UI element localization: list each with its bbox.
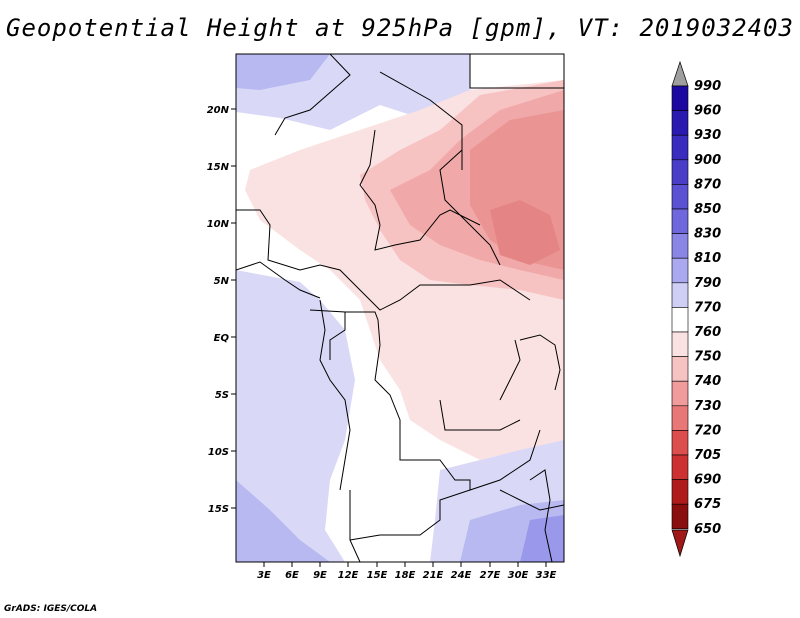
colorbar-label: 705 xyxy=(694,448,721,463)
map-frame xyxy=(235,53,565,563)
lon-label-30e: 30E xyxy=(508,570,529,581)
lat-label-5n: 5N xyxy=(214,276,230,287)
colorbar-segment xyxy=(671,307,689,333)
colorbar-segment xyxy=(671,405,689,431)
lon-label-21e: 21E xyxy=(423,570,444,581)
latitude-axis: 20N 15N 10N 5N EQ 5S 10S 15S xyxy=(207,105,236,515)
colorbar-segment xyxy=(671,208,689,234)
colorbar-label: 760 xyxy=(694,325,721,340)
lat-label-eq: EQ xyxy=(214,333,230,344)
colorbar-segment xyxy=(671,331,689,357)
colorbar-segment xyxy=(671,257,689,284)
height-field xyxy=(236,54,564,562)
lon-label-33e: 33E xyxy=(536,570,557,581)
colorbar-segment xyxy=(671,356,689,382)
colorbar-segment xyxy=(671,430,689,456)
lat-label-10n: 10N xyxy=(207,219,230,230)
colorbar-label: 675 xyxy=(694,497,721,512)
colorbar-label: 930 xyxy=(694,128,721,143)
lon-label-24e: 24E xyxy=(451,570,472,581)
colorbar-bottom-arrow xyxy=(671,529,689,558)
lon-label-9e: 9E xyxy=(313,570,327,581)
colorbar-segment xyxy=(671,380,689,407)
colorbar-segment xyxy=(671,184,689,210)
lat-label-5s: 5S xyxy=(215,390,229,401)
grads-credit: GrADS: IGES/COLA xyxy=(4,604,98,614)
lat-label-15s: 15S xyxy=(208,504,229,515)
colorbar-label: 770 xyxy=(694,300,721,315)
lon-label-15e: 15E xyxy=(367,570,388,581)
lon-label-27e: 27E xyxy=(480,570,501,581)
colorbar-label: 810 xyxy=(694,251,721,266)
colorbar-label: 990 xyxy=(694,79,721,94)
colorbar-label: 730 xyxy=(694,399,721,414)
lon-label-12e: 12E xyxy=(338,570,359,581)
lat-label-20n: 20N xyxy=(207,105,230,116)
colorbar-segment xyxy=(671,503,689,530)
lon-label-18e: 18E xyxy=(395,570,416,581)
colorbar-segment xyxy=(671,454,689,480)
longitude-axis: 3E 6E 9E 12E 15E 18E 21E 24E 27E 30E 33E xyxy=(257,562,557,581)
colorbar-label: 870 xyxy=(694,177,721,192)
colorbar-label: 750 xyxy=(694,350,721,365)
lon-label-6e: 6E xyxy=(285,570,299,581)
lon-label-3e: 3E xyxy=(257,570,271,581)
colorbar-label: 830 xyxy=(694,227,721,242)
colorbar-segment xyxy=(671,159,689,185)
colorbar-label: 900 xyxy=(694,153,721,168)
colorbar-segment xyxy=(671,85,689,111)
colorbar-label: 790 xyxy=(694,276,721,291)
colorbar-segment xyxy=(671,134,689,161)
colorbar-segment xyxy=(671,233,689,259)
colorbar-top-arrow xyxy=(671,60,689,87)
colorbar-segment xyxy=(671,110,689,136)
colorbar-label: 850 xyxy=(694,202,721,217)
colorbar-label: 650 xyxy=(694,522,721,537)
country-borders xyxy=(236,54,564,562)
colorbar-segment xyxy=(671,282,689,308)
lat-label-15n: 15N xyxy=(207,162,230,173)
colorbar-label: 740 xyxy=(694,374,721,389)
map-title: Geopotential Height at 925hPa [gpm], VT:… xyxy=(6,14,794,42)
colorbar: 990 960 930 900 870 850 830 810 790 770 760 750 740 7… xyxy=(671,60,721,558)
colorbar-segment xyxy=(671,479,689,505)
colorbar-label: 690 xyxy=(694,473,721,488)
colorbar-label: 960 xyxy=(694,104,721,119)
colorbar-label: 720 xyxy=(694,423,721,438)
lat-label-10s: 10S xyxy=(208,447,229,458)
